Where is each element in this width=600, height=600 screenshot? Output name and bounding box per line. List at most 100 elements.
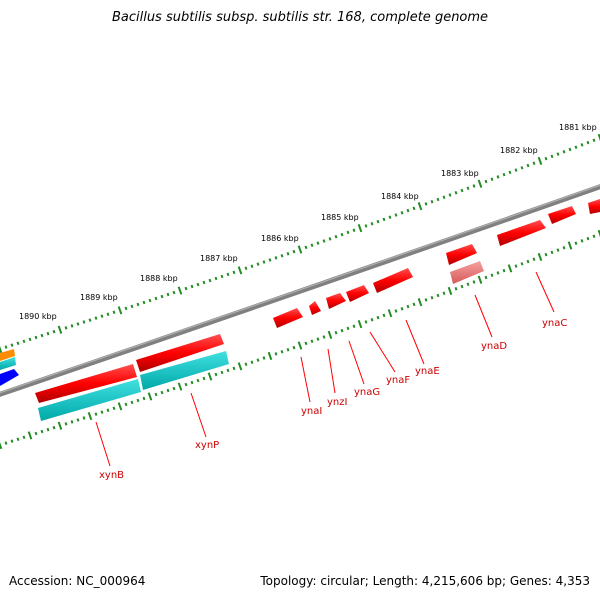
gene-label-ynzI[interactable]: ynzI [327,397,347,408]
scale-label-1885: 1885 kbp [321,213,359,222]
inner-tick-minor [94,412,98,416]
inner-tick-minor [490,273,494,277]
inner-tick-minor [496,271,500,275]
outer-tick-minor [70,324,74,328]
outer-tick-major [57,325,63,334]
outer-tick-major [417,202,423,211]
gene-label-xynP[interactable]: xynP [195,440,219,451]
gene-arrow-ynaC2[interactable] [497,220,546,246]
outer-tick-minor [46,331,50,336]
outer-tick-minor [502,172,506,177]
inner-tick-minor [16,437,20,441]
gene-arrow-ynaF[interactable] [373,268,413,293]
inner-tick-minor [52,425,56,430]
gene-label-ynaF[interactable]: ynaF [386,375,410,386]
inner-tick-major [57,421,63,430]
gene-label-ynaI[interactable]: ynaI [301,406,322,417]
outer-tick-minor [154,296,158,301]
genome-summary-text: Topology: circular; Length: 4,215,606 bp… [260,574,590,588]
inner-tick-minor [130,400,134,405]
scale-ticks-inner [0,229,600,450]
cds-xynB[interactable] [38,379,141,421]
outer-tick-minor [490,177,494,181]
inner-tick-major [447,286,453,296]
outer-tick-minor [202,280,206,285]
outer-tick-major [357,224,363,233]
outer-tick-minor [442,195,446,199]
inner-tick-minor [562,246,566,250]
outer-tick-minor [448,193,452,197]
outer-tick-minor [28,337,32,342]
scale-label-1881: 1881 kbp [559,123,597,132]
outer-tick-minor [268,258,272,262]
scale-ticks-outer [0,133,600,354]
inner-tick-major [267,351,273,361]
inner-tick-minor [460,284,464,289]
outer-tick-minor [556,152,560,156]
gene-label-ynaC[interactable]: ynaC [542,318,567,329]
gene-arrow-ynaD[interactable] [450,261,484,284]
inner-tick-minor [40,429,44,434]
gene-arrow-xynB[interactable] [35,364,137,403]
gene-label-xynB[interactable]: xynB [99,470,124,481]
outer-tick-major [477,179,483,188]
outer-tick-minor [196,282,200,287]
outer-tick-minor [460,188,464,193]
inner-tick-minor [580,239,584,243]
outer-tick-minor [454,191,458,195]
inner-tick-minor [220,370,224,375]
gene-arrow-xynP[interactable] [136,334,224,372]
inner-tick-major [297,341,303,350]
outer-tick-minor [412,206,416,211]
inner-tick-minor [124,402,128,407]
outer-tick-minor [172,290,176,295]
inner-tick-minor [520,262,524,266]
outer-tick-minor [220,274,224,279]
outer-tick-minor [568,147,572,152]
gene-label-ynaG[interactable]: ynaG [354,387,380,398]
outer-tick-minor [316,241,320,245]
gene-arrow-partial-right [588,199,600,214]
outer-tick-minor [586,140,590,145]
outer-tick-minor [94,316,98,320]
gene-arrow-ynzI[interactable] [326,293,346,309]
gene-label-ynaD[interactable]: ynaD [481,341,507,352]
inner-tick-major [387,309,393,318]
inner-tick-minor [376,315,380,320]
inner-tick-minor [34,431,38,436]
gene-arrow-ynaC[interactable] [548,206,576,224]
inner-tick-minor [532,257,536,261]
inner-tick-minor [424,298,428,302]
outer-tick-minor [496,175,500,179]
gene-arrow-ynaE[interactable] [446,244,477,265]
outer-tick-minor [82,320,86,324]
inner-tick-minor [76,418,80,422]
outer-tick-minor [514,168,518,172]
inner-tick-minor [190,380,194,385]
outer-tick-minor [526,163,530,168]
inner-tick-minor [364,320,368,324]
inner-tick-minor [256,358,260,362]
gene-label-ynaE[interactable]: ynaE [415,366,440,377]
inner-tick-major [417,298,423,307]
outer-tick-minor [10,343,14,347]
gene-arrow-ynaI[interactable] [309,301,321,315]
outer-tick-major [0,345,3,354]
outer-tick-minor [232,270,236,275]
inner-tick-minor [106,408,110,412]
gene-arrow-ynaG[interactable] [346,285,369,302]
inner-tick-minor [340,328,344,333]
cds-xynP[interactable] [140,351,229,390]
inner-tick-minor [136,398,140,403]
outer-tick-minor [190,284,194,289]
outer-tick-minor [400,211,404,215]
outer-tick-minor [52,329,56,334]
gene-arrow-xynP-small[interactable] [273,308,303,328]
inner-tick-minor [280,350,284,354]
inner-tick-minor [466,282,470,286]
inner-tick-minor [142,396,146,401]
inner-tick-minor [394,309,398,313]
outer-tick-minor [532,161,536,165]
inner-tick-minor [412,302,416,307]
